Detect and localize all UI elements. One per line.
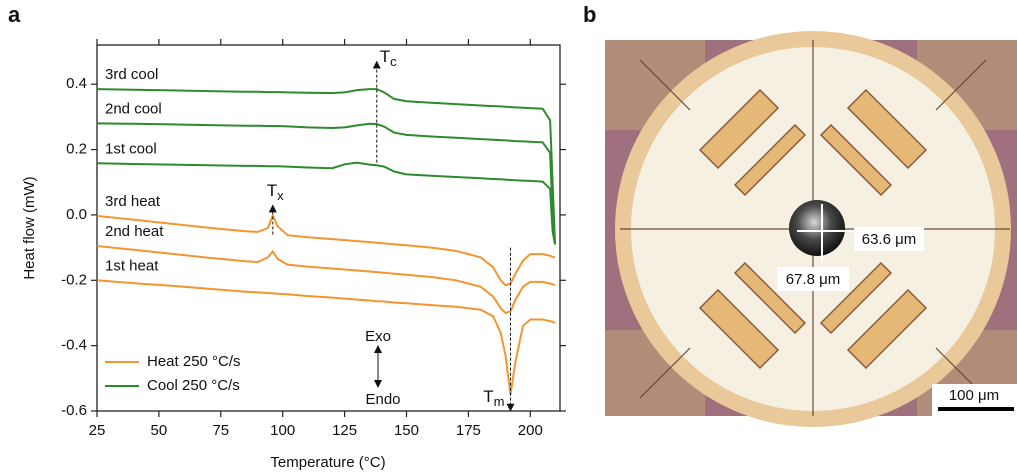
label-box	[777, 267, 849, 291]
x-tick-label: 100	[270, 422, 295, 439]
series-line	[96, 161, 556, 245]
series-line	[96, 122, 556, 245]
plot-frame	[96, 44, 561, 412]
x-tick-label: 75	[212, 422, 229, 439]
series-line	[96, 279, 556, 395]
annotation-text: T	[380, 48, 390, 67]
y-tick-label: 0.0	[66, 206, 87, 223]
width-label: 63.6 μm	[862, 231, 917, 248]
series-label: 1st cool	[105, 140, 157, 157]
annotation-subscript: m	[494, 394, 505, 409]
x-tick-label: 25	[89, 422, 106, 439]
annotation-subscript: x	[277, 188, 284, 203]
annotation-subscript: c	[390, 55, 397, 70]
legend-label: Cool 250 °C/s	[147, 377, 240, 394]
scale-bar-label: 100 μm	[949, 387, 999, 404]
x-tick-label: 200	[518, 422, 543, 439]
x-tick-label: 125	[332, 422, 357, 439]
height-label: 67.8 μm	[786, 271, 841, 288]
panel-label: a	[8, 2, 21, 27]
annotation-label: Tx	[267, 182, 284, 204]
direction-label: Exo	[365, 328, 391, 345]
label-box	[854, 227, 924, 251]
x-tick-label: 150	[394, 422, 419, 439]
annotation-text: T	[483, 387, 493, 406]
scale-bar	[938, 407, 1014, 411]
y-axis-title: Heat flow (mW)	[21, 176, 38, 279]
y-tick-label: -0.4	[61, 337, 87, 354]
sample-sphere	[789, 200, 845, 256]
series-label: 1st heat	[105, 257, 159, 274]
series-line	[96, 213, 556, 287]
annotation-label: Tm	[483, 387, 504, 409]
x-axis-title: Temperature (°C)	[270, 454, 385, 471]
y-tick-label: 0.2	[66, 141, 87, 158]
y-tick-label: 0.4	[66, 75, 87, 92]
series-label: 3rd cool	[105, 66, 158, 83]
series-label: 3rd heat	[105, 193, 161, 210]
y-tick-label: -0.6	[61, 402, 87, 419]
y-tick-label: -0.2	[61, 271, 87, 288]
direction-label: Endo	[365, 391, 400, 408]
panel-label: b	[583, 2, 596, 27]
x-tick-label: 175	[456, 422, 481, 439]
series-line	[96, 88, 556, 245]
series-line	[96, 245, 556, 315]
annotation-text: T	[267, 182, 277, 201]
series-label: 2nd heat	[105, 223, 164, 240]
series-label: 2nd cool	[105, 100, 162, 117]
micrograph: 63.6 μm 67.8 μm 100 μm	[605, 31, 1017, 427]
x-tick-label: 50	[151, 422, 168, 439]
annotation-label: Tc	[380, 48, 397, 70]
legend-label: Heat 250 °C/s	[147, 353, 241, 370]
heaters	[698, 88, 928, 370]
